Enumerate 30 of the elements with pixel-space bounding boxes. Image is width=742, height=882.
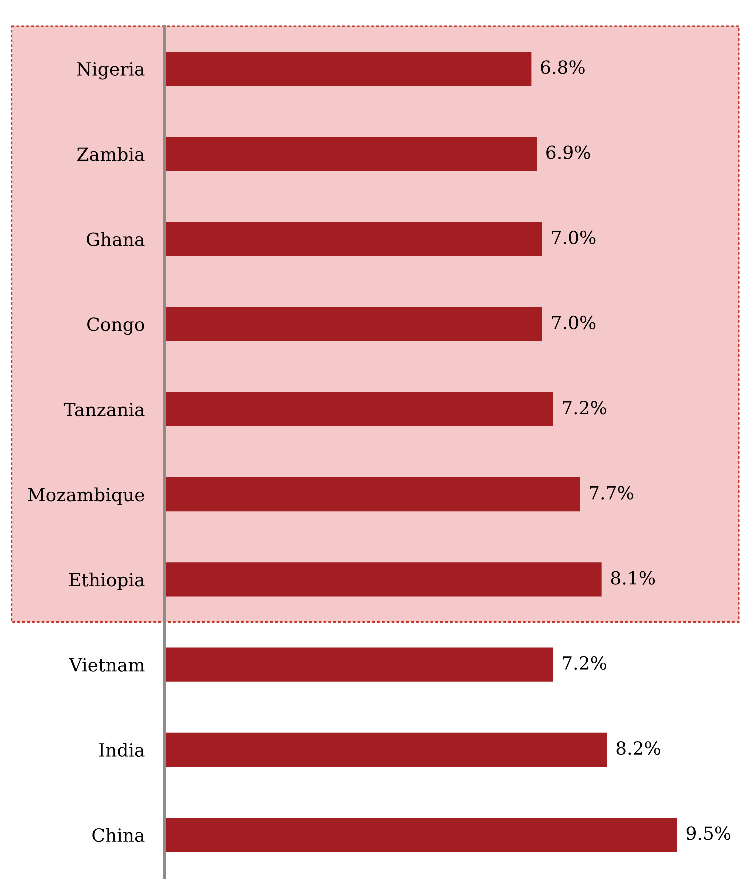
data-label: 6.8% [541,60,585,74]
bar [164,137,538,172]
data-label: 8.1% [611,571,656,585]
bar [164,307,542,342]
bar [164,222,542,256]
y-tick-label: Vietnam [69,658,145,672]
data-label: 9.5% [686,826,731,840]
y-tick-label: Nigeria [77,62,145,80]
y-tick-label: Congo [88,318,144,336]
bar [164,478,580,512]
y-tick-label: Ghana [87,232,145,246]
data-label: 7.0% [552,316,596,330]
y-tick-label: Mozambique [28,488,144,506]
data-label: 7.0% [552,230,596,244]
y-tick-label: China [92,828,145,842]
bar [164,818,678,852]
data-label: 7.7% [590,486,634,500]
y-tick-label: Ethiopia [69,572,145,590]
bar [164,562,602,597]
data-label: 6.9% [546,146,590,160]
bar [164,52,532,86]
data-label: 7.2% [563,401,606,415]
bar [164,648,554,682]
y-tick-label: India [99,743,145,758]
y-tick-label: Zambia [78,147,145,162]
y-tick-label: Tanzania [64,403,145,417]
data-label: 8.2% [616,742,660,756]
bar [164,392,554,426]
bar [164,732,608,767]
data-label: 7.2% [563,656,606,670]
